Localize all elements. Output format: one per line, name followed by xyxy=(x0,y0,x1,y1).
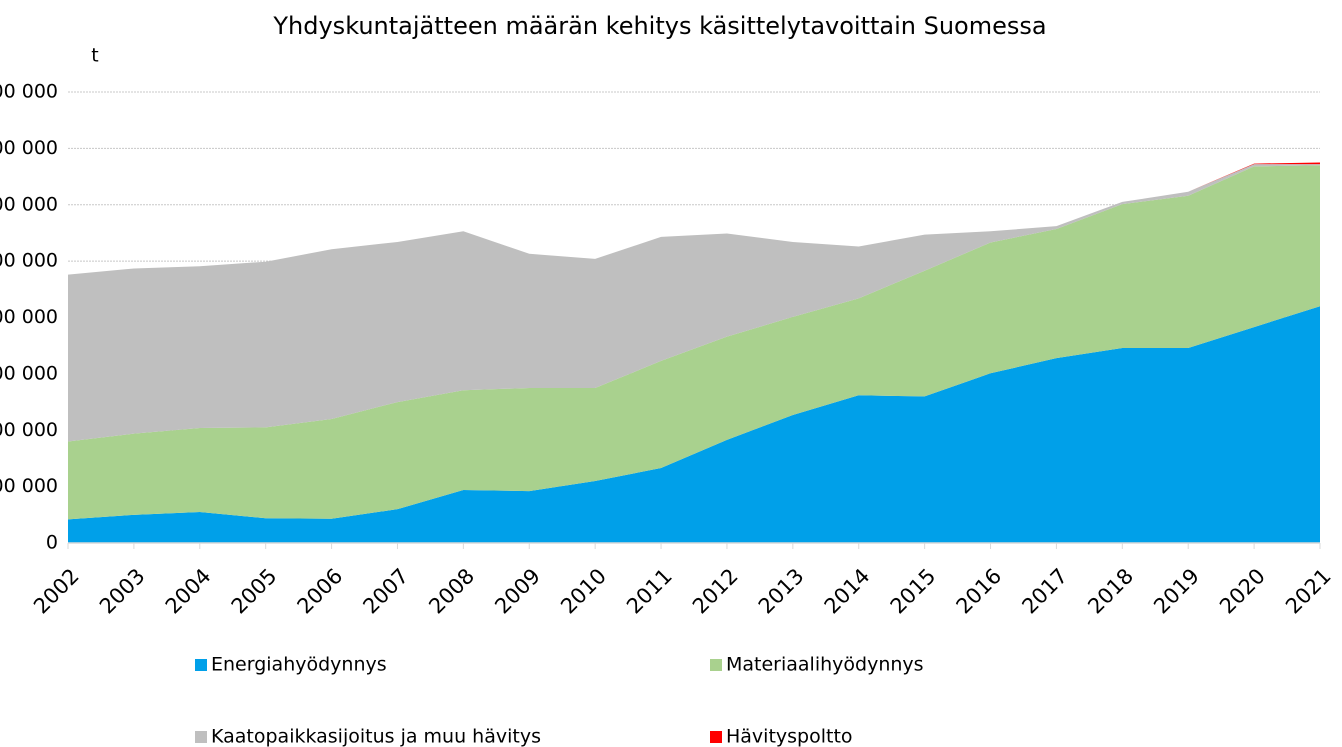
x-tick-label: 2010 xyxy=(556,564,611,619)
area xyxy=(68,306,1320,543)
x-tick-label: 2013 xyxy=(754,564,809,619)
x-tick-label: 2011 xyxy=(622,564,677,619)
x-tick-label: 2008 xyxy=(424,564,479,619)
chart-title: Yhdyskuntajätteen määrän kehitys käsitte… xyxy=(272,12,1046,40)
y-axis-label: t xyxy=(91,45,98,67)
x-tick-label: 2016 xyxy=(952,564,1007,619)
y-tick-label: 0 xyxy=(46,532,58,554)
y-tick-label: 2 500 000 xyxy=(0,250,58,272)
x-tick-label: 2004 xyxy=(161,564,216,619)
x-tick-label: 2006 xyxy=(293,564,348,619)
x-tick-label: 2009 xyxy=(490,564,545,619)
y-tick-label: 3 000 000 xyxy=(0,193,58,215)
x-tick-label: 2019 xyxy=(1149,564,1204,619)
legend-label: Energiahyödynnys xyxy=(211,654,387,676)
x-tick-label: 2021 xyxy=(1281,564,1336,619)
legend-swatch xyxy=(195,659,207,671)
legend-label: Materiaalihyödynnys xyxy=(726,654,924,676)
legend-swatch xyxy=(710,659,722,671)
x-tick-label: 2012 xyxy=(688,564,743,619)
x-tick-label: 2020 xyxy=(1215,564,1270,619)
y-tick-label: 2 000 000 xyxy=(0,306,58,328)
legend-swatch xyxy=(710,731,722,743)
y-tick-label: 500 000 xyxy=(0,475,58,497)
y-tick-label: 1 500 000 xyxy=(0,362,58,384)
y-tick-label: 4 000 000 xyxy=(0,81,58,103)
legend-label: Kaatopaikkasijoitus ja muu hävitys xyxy=(211,726,541,747)
area xyxy=(68,164,1320,442)
x-tick-label: 2007 xyxy=(358,564,413,619)
legend-label: Hävityspoltto xyxy=(726,726,853,747)
x-tick-label: 2002 xyxy=(29,564,84,619)
x-tick-label: 2018 xyxy=(1083,564,1138,619)
legend-swatch xyxy=(195,731,207,743)
x-tick-label: 2003 xyxy=(95,564,150,619)
x-tick-label: 2005 xyxy=(227,564,282,619)
y-tick-label: 1 000 000 xyxy=(0,419,58,441)
area xyxy=(68,165,1320,520)
x-tick-label: 2017 xyxy=(1017,564,1072,619)
x-tick-label: 2014 xyxy=(820,564,875,619)
y-tick-label: 3 500 000 xyxy=(0,137,58,159)
x-tick-label: 2015 xyxy=(886,564,941,619)
